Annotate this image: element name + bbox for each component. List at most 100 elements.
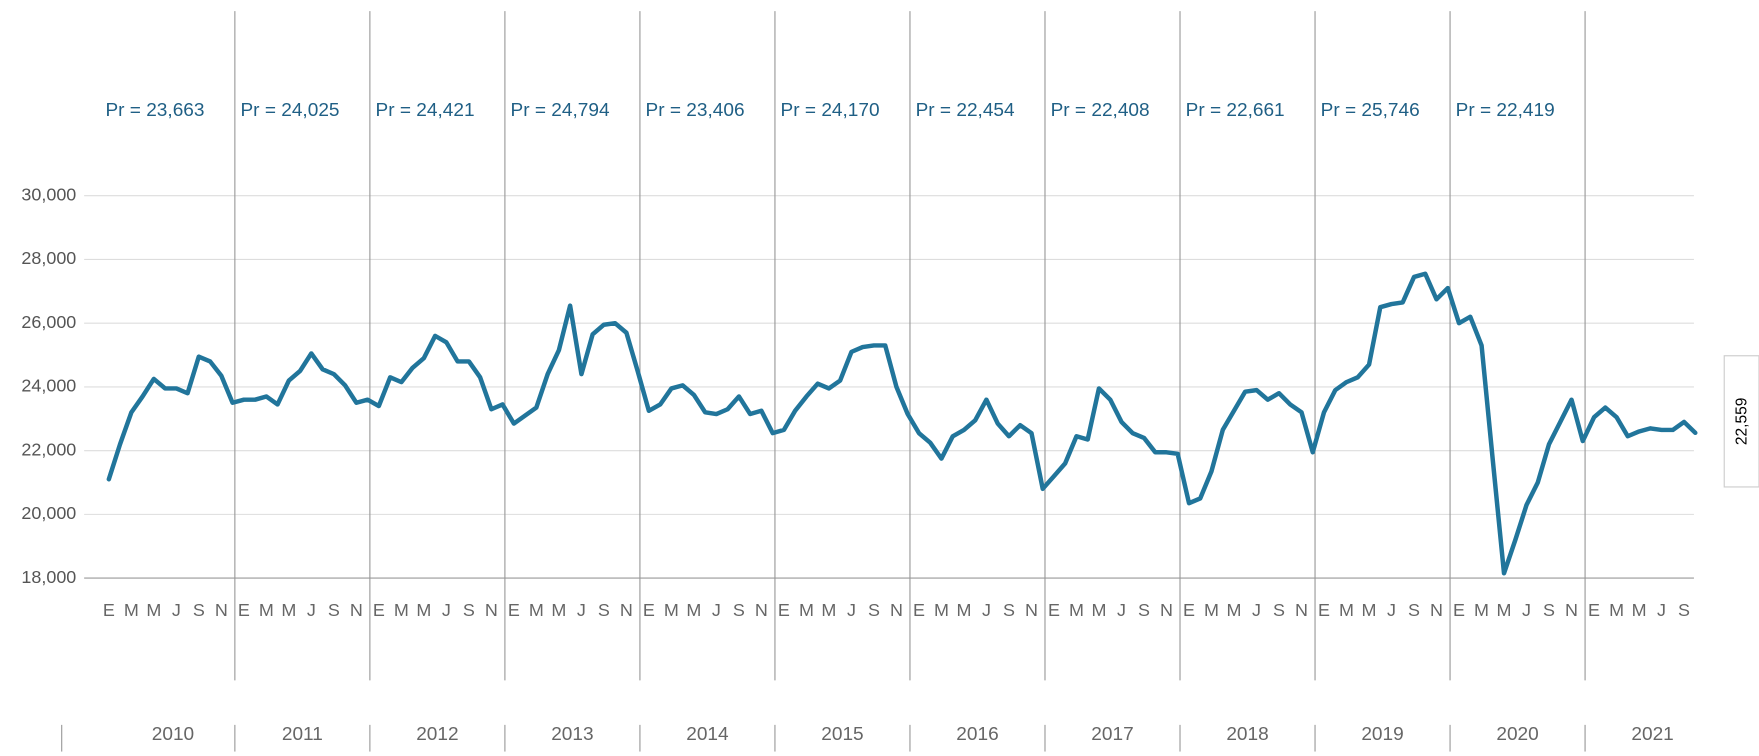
x-tick-label: M: [1632, 600, 1647, 620]
annotation: Pr = 22,408: [1051, 100, 1150, 121]
year-label: 2021: [1631, 724, 1673, 745]
x-tick-label: M: [1339, 600, 1354, 620]
x-tick-label: M: [281, 600, 296, 620]
year-label: 2012: [416, 724, 458, 745]
x-tick-label: E: [1318, 600, 1330, 620]
x-tick-label: J: [442, 600, 451, 620]
x-tick-label: N: [1565, 600, 1578, 620]
x-tick-label: J: [712, 600, 721, 620]
x-tick-label: M: [1227, 600, 1242, 620]
x-tick-label: M: [664, 600, 679, 620]
annotation: Pr = 25,746: [1321, 100, 1420, 121]
x-tick-label: S: [1138, 600, 1150, 620]
x-tick-label: S: [193, 600, 205, 620]
x-tick-label: M: [1362, 600, 1377, 620]
x-tick-label: S: [598, 600, 610, 620]
x-tick-label: N: [1295, 600, 1308, 620]
x-tick-label: N: [620, 600, 633, 620]
x-tick-label: S: [1543, 600, 1555, 620]
annotation: Pr = 22,661: [1186, 100, 1285, 121]
year-label: 2014: [686, 724, 728, 745]
annotation: Pr = 24,421: [375, 100, 474, 121]
x-tick-label: M: [1497, 600, 1512, 620]
x-tick-label: S: [328, 600, 340, 620]
x-tick-label: M: [146, 600, 161, 620]
annotation: Pr = 23,406: [646, 100, 745, 121]
x-tick-label: E: [1588, 600, 1600, 620]
y-tick-label: 20,000: [21, 503, 76, 523]
x-tick-label: E: [1048, 600, 1060, 620]
last-value-box: [1723, 355, 1759, 488]
x-tick-label: M: [1609, 600, 1624, 620]
year-label: 2016: [956, 724, 998, 745]
x-tick-label: N: [755, 600, 768, 620]
annotation: Pr = 23,663: [105, 100, 204, 121]
y-tick-label: 18,000: [21, 567, 76, 587]
x-tick-label: M: [821, 600, 836, 620]
x-tick-label: S: [1678, 600, 1690, 620]
year-label: 2020: [1496, 724, 1538, 745]
annotation: Pr = 22,419: [1456, 100, 1555, 121]
annotation: Pr = 24,025: [240, 100, 339, 121]
x-tick-label: N: [1160, 600, 1173, 620]
y-tick-label: 24,000: [21, 376, 76, 396]
x-tick-label: S: [1273, 600, 1285, 620]
x-tick-label: J: [1522, 600, 1531, 620]
x-tick-label: E: [373, 600, 385, 620]
x-tick-label: S: [1408, 600, 1420, 620]
x-tick-label: M: [124, 600, 139, 620]
x-tick-label: M: [1474, 600, 1489, 620]
y-tick-label: 26,000: [21, 312, 76, 332]
x-tick-label: E: [913, 600, 925, 620]
x-tick-label: M: [416, 600, 431, 620]
x-tick-label: M: [551, 600, 566, 620]
x-tick-label: S: [733, 600, 745, 620]
x-tick-label: E: [1183, 600, 1195, 620]
y-tick-label: 22,000: [21, 439, 76, 459]
x-tick-label: N: [215, 600, 228, 620]
x-tick-label: N: [485, 600, 498, 620]
year-label: 2018: [1226, 724, 1268, 745]
year-label: 2013: [551, 724, 593, 745]
x-tick-label: M: [394, 600, 409, 620]
x-tick-label: M: [956, 600, 971, 620]
x-tick-label: N: [890, 600, 903, 620]
x-tick-label: J: [577, 600, 586, 620]
x-tick-label: J: [982, 600, 991, 620]
x-tick-label: M: [934, 600, 949, 620]
x-tick-label: S: [868, 600, 880, 620]
x-tick-label: J: [172, 600, 181, 620]
x-tick-label: M: [259, 600, 274, 620]
year-label: 2019: [1361, 724, 1403, 745]
x-tick-label: J: [1387, 600, 1396, 620]
year-label: 2015: [821, 724, 863, 745]
x-tick-label: J: [1252, 600, 1261, 620]
x-tick-label: M: [1091, 600, 1106, 620]
x-tick-label: E: [238, 600, 250, 620]
annotation: Pr = 24,794: [511, 100, 610, 121]
x-tick-label: N: [1025, 600, 1038, 620]
year-label: 2017: [1091, 724, 1133, 745]
x-tick-label: J: [847, 600, 856, 620]
x-tick-label: M: [1069, 600, 1084, 620]
year-label: 2011: [282, 724, 323, 745]
x-tick-label: S: [1003, 600, 1015, 620]
x-tick-label: N: [1430, 600, 1443, 620]
data-line: [106, 271, 1698, 576]
x-tick-label: M: [1204, 600, 1219, 620]
x-tick-label: N: [350, 600, 363, 620]
y-tick-label: 30,000: [21, 184, 76, 204]
last-value-label: 22,559: [1733, 398, 1750, 446]
x-tick-label: E: [508, 600, 520, 620]
annotation: Pr = 22,454: [916, 100, 1015, 121]
year-label: 2010: [152, 724, 194, 745]
x-tick-label: J: [307, 600, 316, 620]
x-tick-label: J: [1117, 600, 1126, 620]
x-tick-label: M: [686, 600, 701, 620]
x-tick-label: E: [778, 600, 790, 620]
x-tick-label: J: [1657, 600, 1666, 620]
x-tick-label: M: [799, 600, 814, 620]
y-tick-label: 28,000: [21, 248, 76, 268]
